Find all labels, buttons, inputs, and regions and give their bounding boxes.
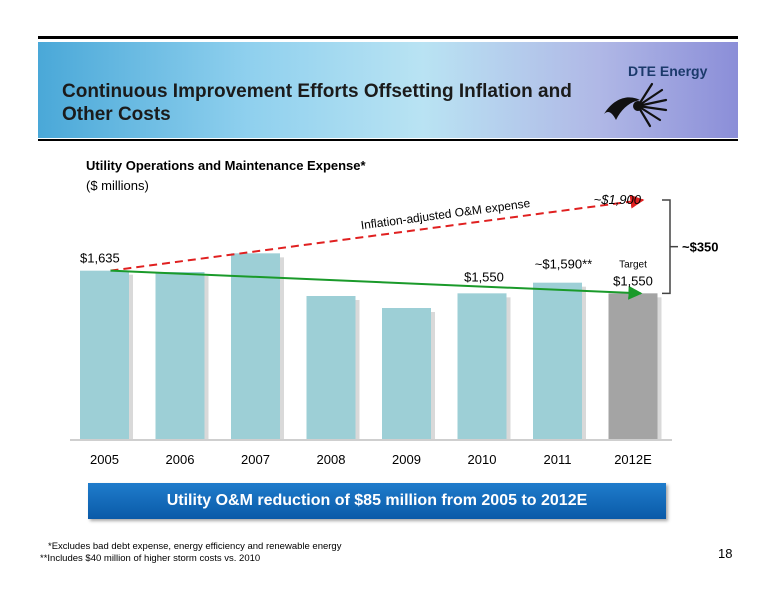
actual-trend-line bbox=[110, 269, 643, 300]
callout-banner: Utility O&M reduction of $85 million fro… bbox=[88, 483, 666, 519]
bar-2007 bbox=[231, 253, 280, 440]
data-label-2012e: $1,550 bbox=[613, 273, 653, 288]
callout-text: Utility O&M reduction of $85 million fro… bbox=[166, 492, 588, 509]
gap-label: ~$350 bbox=[682, 240, 719, 255]
x-tick-label-2009: 2009 bbox=[392, 452, 421, 467]
bar-2008 bbox=[306, 296, 356, 440]
bar-2005 bbox=[80, 270, 129, 440]
chart-subtitle: ($ millions) bbox=[86, 178, 149, 193]
logo-text: DTE Energy bbox=[628, 63, 708, 79]
x-tick-label-2012e: 2012E bbox=[614, 452, 652, 467]
dte-sunburst-icon bbox=[604, 82, 668, 128]
x-tick-label-2005: 2005 bbox=[90, 452, 119, 467]
bar-2006 bbox=[155, 272, 205, 440]
trend-end-label: ~$1,900 bbox=[594, 192, 642, 207]
data-label-2010: $1,550 bbox=[464, 269, 504, 284]
bar-2011 bbox=[533, 282, 582, 440]
x-tick-label-2011: 2011 bbox=[544, 452, 572, 467]
data-label-2005: $1,635 bbox=[80, 251, 120, 266]
bar-2012e bbox=[608, 293, 658, 440]
header-rule bbox=[38, 139, 738, 141]
x-tick-label-2007: 2007 bbox=[241, 452, 270, 467]
top-rule bbox=[38, 36, 738, 39]
bar-2010 bbox=[457, 293, 507, 440]
page-number: 18 bbox=[718, 546, 733, 561]
page-title: Continuous Improvement Efforts Offsettin… bbox=[62, 81, 572, 125]
footnote-2: **Includes $40 million of higher storm c… bbox=[40, 553, 261, 564]
x-tick-label-2008: 2008 bbox=[317, 452, 346, 467]
header-banner bbox=[38, 42, 738, 138]
x-tick-label-2006: 2006 bbox=[166, 452, 195, 467]
data-label-2011: ~$1,590** bbox=[535, 257, 592, 272]
bar-2009 bbox=[382, 308, 431, 440]
footnote-1: *Excludes bad debt expense, energy effic… bbox=[48, 541, 342, 552]
chart-title: Utility Operations and Maintenance Expen… bbox=[86, 158, 366, 173]
gap-bracket bbox=[662, 199, 671, 295]
target-label: Target bbox=[619, 259, 647, 270]
x-tick-label-2010: 2010 bbox=[468, 452, 497, 467]
inflation-trend-line bbox=[110, 194, 645, 272]
inflation-trend-label: Inflation-adjusted O&M expense bbox=[360, 196, 531, 232]
